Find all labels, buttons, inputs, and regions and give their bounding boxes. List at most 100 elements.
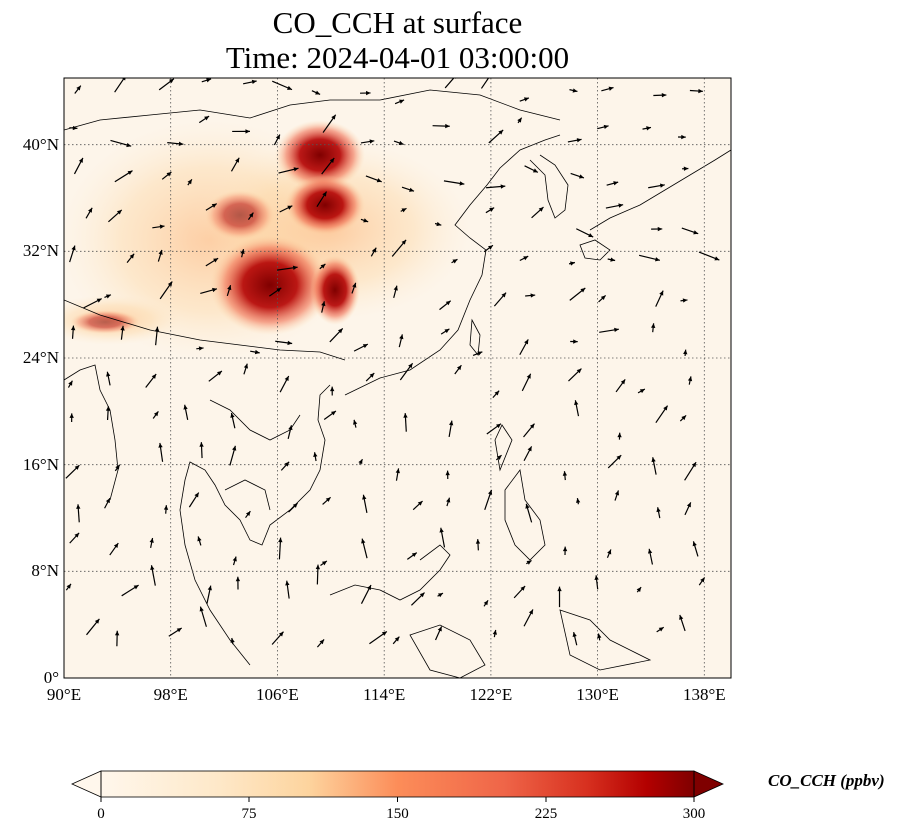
wind-arrow-head (68, 380, 73, 386)
wind-arrow-head (315, 90, 321, 95)
wind-arrow-head (489, 71, 493, 76)
wind-arrow-head (475, 539, 481, 544)
lon-label-114e: 114°E (363, 685, 406, 704)
wind-arrow-head (445, 300, 451, 306)
wind-arrow-head (603, 124, 609, 130)
wind-arrow-head (614, 327, 619, 333)
lon-label-98e: 98°E (153, 685, 188, 704)
wind-arrow-head (74, 532, 80, 538)
wind-arrow-head (276, 287, 282, 293)
wind-arrow-head (105, 406, 111, 411)
wind-arrow-head (376, 178, 382, 183)
wind-arrow-head (243, 363, 248, 369)
wind-arrow-head (532, 168, 538, 173)
wind-arrow-head (444, 328, 450, 334)
lon-label-130e: 130°E (576, 685, 619, 704)
wind-arrow-head (408, 363, 413, 369)
wind-arrow-head (292, 503, 298, 508)
wind-arrow-head (176, 628, 182, 633)
wind-arrow-head (319, 639, 325, 645)
wind-arrow-head (663, 405, 668, 411)
colorbar-extend-low (71, 770, 102, 798)
wind-arrow-head (150, 565, 155, 571)
wind-arrow-head (608, 86, 614, 91)
wind-arrow-head (245, 511, 251, 517)
wind-arrow-head (249, 212, 254, 218)
wind-arrow-head (183, 404, 188, 410)
wind-arrow-head (492, 629, 498, 635)
wind-arrow-head (686, 502, 691, 508)
wind-arrow-head (126, 142, 132, 148)
wind-arrow-head (284, 375, 289, 381)
wind-arrow-head (446, 497, 451, 503)
lat-label-8n: 8°N (31, 561, 59, 580)
wind-arrow-head (588, 233, 594, 238)
lat-label-24n: 24°N (22, 348, 59, 367)
wind-arrow-head (240, 249, 245, 255)
wind-arrow-head (197, 536, 202, 542)
wind-arrow-head (322, 191, 327, 197)
wind-arrow-head (658, 627, 664, 632)
co-hotspot-north (275, 120, 365, 190)
wind-arrow-head (650, 323, 656, 329)
wind-arrow-head (320, 263, 326, 269)
wind-arrow-head (213, 258, 219, 263)
wind-arrow-head (133, 585, 139, 590)
wind-arrow-head (329, 158, 335, 163)
wind-arrow-head (211, 203, 217, 208)
colorbar-tick-300: 300 (682, 806, 706, 822)
wind-arrow-head (523, 97, 529, 102)
wind-arrow-head (69, 413, 74, 418)
wind-arrow-head (149, 537, 154, 543)
wind-arrow-head (163, 505, 169, 510)
lon-label-90e: 90°E (46, 685, 82, 704)
wind-arrow-head (287, 340, 293, 346)
wind-arrow-head (661, 93, 667, 98)
wind-arrow-head (600, 295, 606, 301)
wind-arrow-head (597, 633, 602, 639)
wind-arrow-head (129, 253, 135, 259)
wind-arrow-head (411, 552, 417, 557)
wind-arrow-head (116, 209, 122, 215)
wind-arrow-head (321, 301, 326, 307)
wind-arrow-head (358, 459, 363, 465)
wind-arrow-head (496, 423, 501, 429)
wind-arrow-head (681, 415, 687, 421)
wind-arrow-head (96, 298, 102, 303)
wind-arrow-head (120, 325, 125, 331)
wind-arrow-head (659, 290, 664, 296)
wind-arrow-head (557, 586, 562, 592)
wind-arrow-head (254, 349, 260, 355)
wind-arrow-head (636, 587, 642, 593)
lon-label-122e: 122°E (469, 685, 513, 704)
wind-arrow-head (235, 576, 241, 582)
wind-arrow-head (151, 374, 157, 379)
wind-arrow-head (419, 592, 425, 598)
wind-arrow-head (614, 490, 620, 496)
wind-arrow (480, 78, 490, 89)
wind-arrow-head (194, 492, 199, 498)
colorbar-tick-225: 225 (534, 806, 558, 822)
wind-arrow-head (526, 373, 531, 379)
wind-arrow-head (538, 207, 544, 212)
wind-arrow-head (293, 167, 299, 172)
colorbar-tick-150: 150 (386, 806, 409, 822)
map-frame (63, 77, 732, 679)
wind-arrow-head (399, 334, 404, 340)
wind-arrow-head (620, 379, 626, 385)
wind-arrow-head (437, 626, 442, 632)
wind-arrow-head (278, 631, 284, 637)
wind-arrow-head (613, 181, 619, 186)
wind-arrow-head (278, 537, 283, 543)
wind-arrow-head (530, 293, 536, 298)
wind-arrow-head (401, 208, 407, 213)
wind-arrow-head (331, 411, 336, 416)
wind-arrow-head (167, 281, 173, 287)
wind-arrow-head (232, 445, 237, 451)
wind-arrow-head (285, 580, 290, 586)
wind-arrow-head (94, 618, 100, 624)
wind-arrow-head (525, 503, 530, 509)
wind-arrow-head (681, 134, 686, 140)
wind-arrow-head (106, 371, 111, 377)
